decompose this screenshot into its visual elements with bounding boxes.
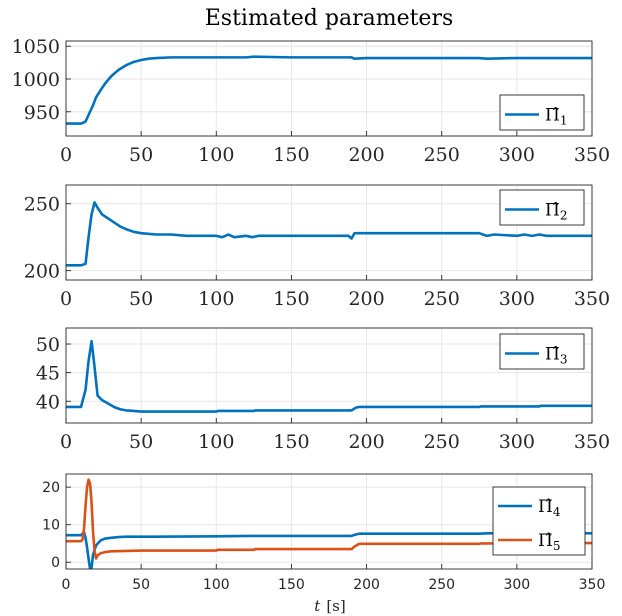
x-tick-label: 200 <box>348 431 384 453</box>
x-tick-label: 0 <box>60 431 72 453</box>
x-tick-label: 350 <box>574 144 610 166</box>
y-tick-label: 950 <box>24 102 60 124</box>
x-tick-label: 150 <box>273 144 309 166</box>
y-tick-label: 1050 <box>12 36 60 58</box>
axes-box <box>65 327 593 424</box>
y-tick-label: 250 <box>24 194 60 216</box>
x-tick-label: 100 <box>198 431 234 453</box>
legend-box <box>499 189 585 226</box>
legend-box <box>499 333 585 370</box>
x-tick-label: 250 <box>424 431 460 453</box>
x-tick-label: 50 <box>132 577 150 593</box>
x-tick-label: 100 <box>198 288 234 310</box>
legend-label-base: Π̂ <box>545 345 560 365</box>
x-tick-label: 50 <box>129 288 153 310</box>
legend-label-1: Π̂1 <box>545 106 567 128</box>
x-tick-label: 350 <box>579 577 606 593</box>
x-tick-label: 50 <box>129 144 153 166</box>
series-line-3 <box>66 339 592 413</box>
x-tick-label: 100 <box>203 577 230 593</box>
legend-box <box>499 94 585 131</box>
legend: Π̂1 <box>499 94 585 131</box>
x-tick-label: 0 <box>62 577 71 593</box>
subplot-2: 0 50 100 150 200 250 300 350 200 250 Π̂2 <box>24 184 610 310</box>
x-tick-label: 100 <box>198 144 234 166</box>
series-line-2 <box>66 201 592 267</box>
x-tick-label: 150 <box>273 288 309 310</box>
x-tick-label: 350 <box>574 431 610 453</box>
legend-label-base: Π̂ <box>538 497 553 517</box>
legend-label-base: Π̂ <box>538 531 553 551</box>
axes-box <box>65 473 593 570</box>
subplot-1: 0 50 100 150 200 250 300 350 950 1000 1050 Π̂1 <box>12 36 610 166</box>
x-axis-label-unit: [s] <box>326 597 345 615</box>
legend-label-3: Π̂3 <box>545 345 567 367</box>
x-tick-label: 300 <box>499 431 535 453</box>
x-tick-label: 350 <box>574 288 610 310</box>
legend-label-5: Π̂5 <box>538 531 560 553</box>
series-line-5 <box>66 478 592 560</box>
legend-label-sub: 2 <box>560 209 568 223</box>
y-tick-label: 50 <box>36 334 60 356</box>
x-tick-label: 250 <box>428 577 455 593</box>
series-line-1 <box>66 55 592 125</box>
legend-label-sub: 3 <box>560 353 568 367</box>
legend-label-sub: 5 <box>553 539 561 553</box>
legend-label-2: Π̂2 <box>545 201 567 223</box>
legend-label-sub: 1 <box>560 114 568 128</box>
x-tick-label: 0 <box>60 288 72 310</box>
series-line-4 <box>66 530 592 569</box>
x-axis-label-var: t <box>314 597 321 615</box>
figure-title: Estimated parameters <box>205 6 454 31</box>
legend: Π̂4Π̂5 <box>492 486 586 556</box>
x-tick-label: 50 <box>129 431 153 453</box>
axes-box <box>65 40 593 137</box>
y-tick-label: 10 <box>42 518 60 534</box>
x-tick-label: 300 <box>503 577 530 593</box>
legend: Π̂2 <box>499 189 585 226</box>
legend: Π̂3 <box>499 333 585 370</box>
x-tick-label: 200 <box>348 288 384 310</box>
legend-label-sub: 4 <box>553 505 561 519</box>
x-tick-label: 150 <box>273 431 309 453</box>
x-tick-label: 250 <box>424 144 460 166</box>
x-tick-label: 200 <box>348 144 384 166</box>
y-tick-label: 40 <box>36 391 60 413</box>
y-tick-label: 45 <box>36 363 60 385</box>
x-tick-label: 300 <box>499 288 535 310</box>
x-tick-label: 150 <box>278 577 305 593</box>
legend-label-base: Π̂ <box>545 106 560 126</box>
y-tick-label: 200 <box>24 261 60 283</box>
axes-box <box>65 184 593 281</box>
legend-label-base: Π̂ <box>545 201 560 221</box>
y-tick-label: 0 <box>51 555 60 571</box>
legend-box <box>492 486 586 556</box>
subplot-3: 0 50 100 150 200 250 300 350 40 45 50 Π̂3 <box>36 327 610 453</box>
legend-label-4: Π̂4 <box>538 497 561 519</box>
x-axis-label: t [s] <box>314 597 345 615</box>
x-tick-label: 0 <box>60 144 72 166</box>
x-tick-label: 300 <box>499 144 535 166</box>
x-tick-label: 250 <box>424 288 460 310</box>
y-tick-label: 20 <box>42 480 60 496</box>
y-tick-label: 1000 <box>12 69 60 91</box>
x-tick-label: 200 <box>353 577 380 593</box>
